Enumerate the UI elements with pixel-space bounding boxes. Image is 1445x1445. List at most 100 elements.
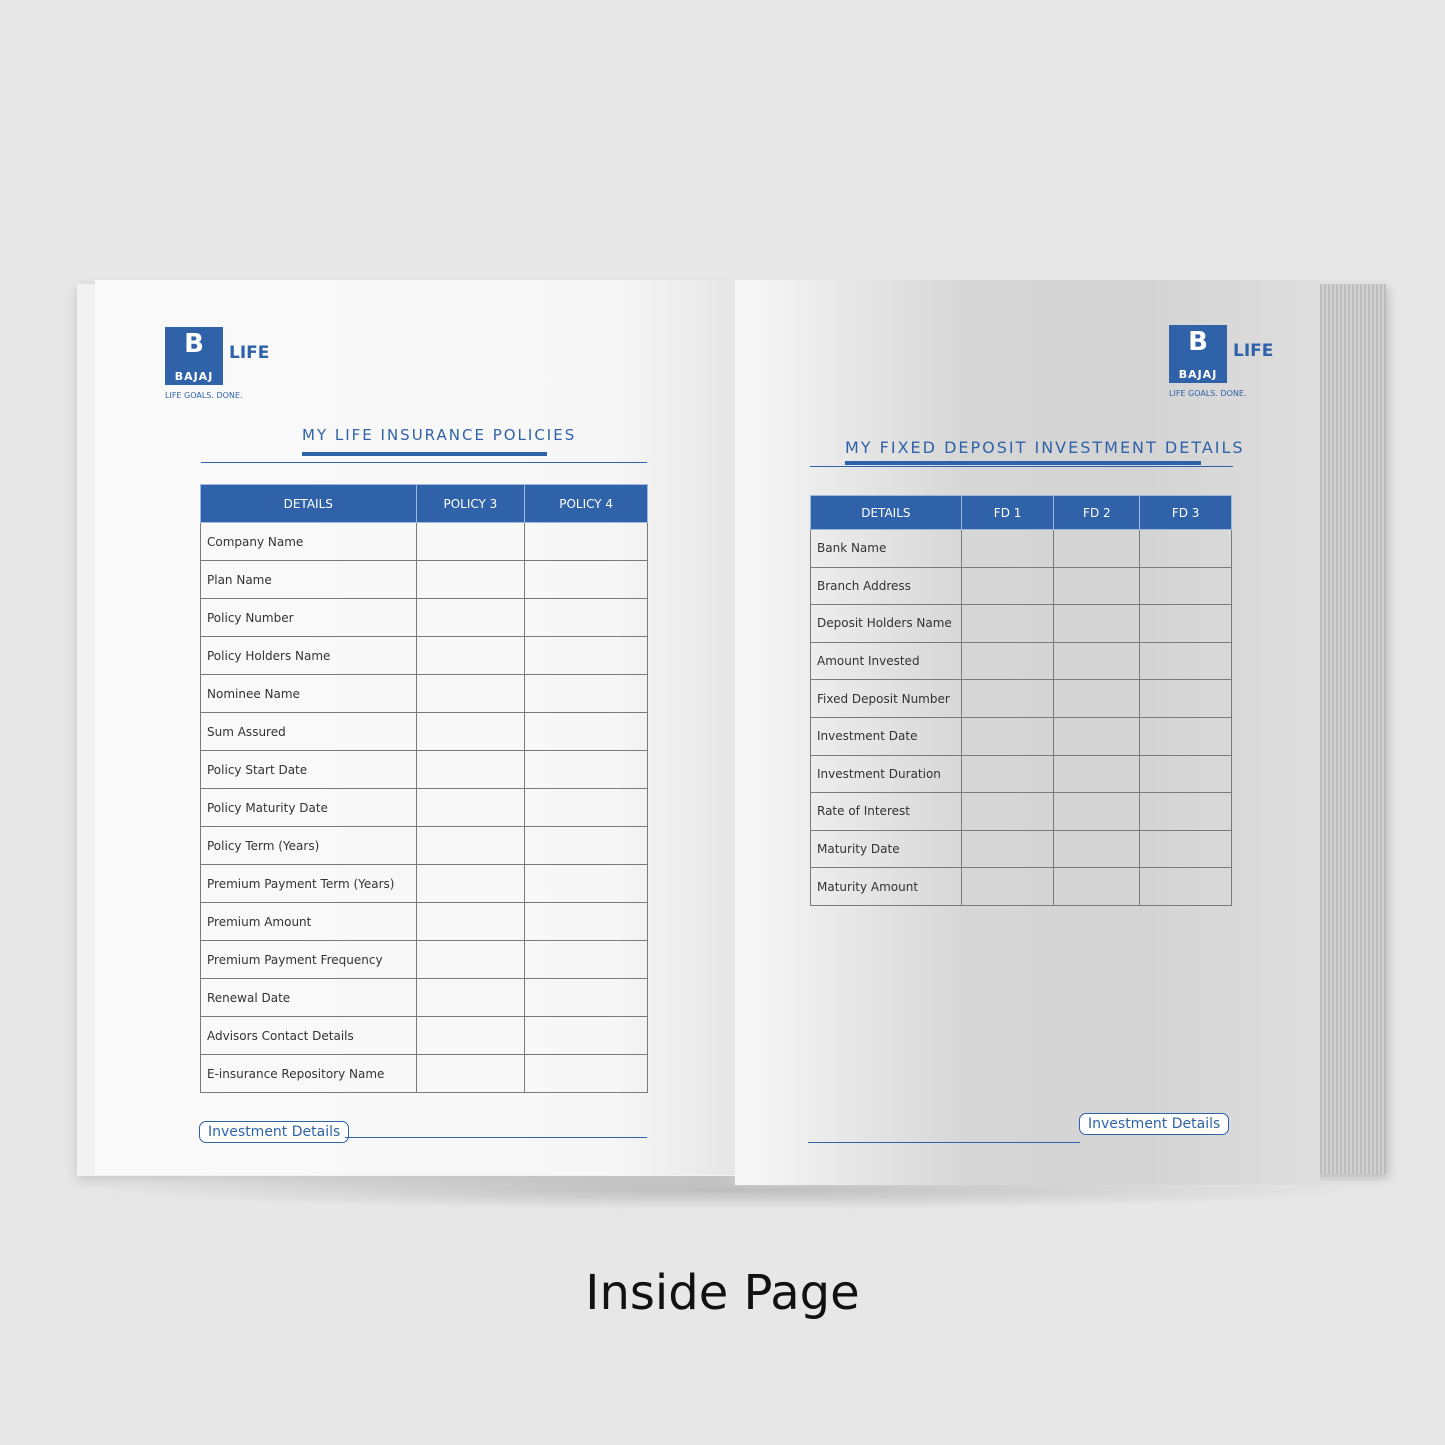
row-label: Premium Payment Frequency: [200, 940, 417, 979]
entry-cell[interactable]: [524, 560, 648, 599]
logo-tagline: LIFE GOALS. DONE.: [165, 391, 243, 400]
entry-cell[interactable]: [1053, 529, 1141, 568]
entry-cell[interactable]: [415, 864, 526, 903]
left-page: B BAJAJ LIFE LIFE GOALS. DONE. MY LIFE IN…: [95, 280, 735, 1175]
page-title: MY FIXED DEPOSIT INVESTMENT DETAILS: [845, 438, 1245, 457]
entry-cell[interactable]: [1139, 679, 1232, 718]
row-label: Premium Amount: [200, 902, 417, 941]
header-policy-3: POLICY 3: [415, 484, 526, 523]
entry-cell[interactable]: [415, 636, 526, 675]
table-row: Fixed Deposit Number: [810, 679, 1232, 718]
logo-tagline: LIFE GOALS. DONE.: [1169, 389, 1247, 398]
entry-cell[interactable]: [1053, 829, 1141, 869]
entry-cell[interactable]: [960, 716, 1055, 756]
footer-tag: Investment Details: [199, 1121, 350, 1143]
entry-cell[interactable]: [415, 598, 526, 637]
entry-cell[interactable]: [1139, 792, 1232, 831]
entry-cell[interactable]: [415, 560, 526, 599]
entry-cell[interactable]: [1139, 529, 1232, 568]
entry-cell[interactable]: [1053, 867, 1141, 906]
logo-brand: BAJAJ: [1178, 368, 1218, 381]
entry-cell[interactable]: [415, 712, 526, 751]
entry-cell[interactable]: [415, 1054, 526, 1093]
entry-cell[interactable]: [1139, 604, 1232, 643]
row-label: Policy Number: [200, 598, 417, 637]
entry-cell[interactable]: [1139, 754, 1232, 794]
table-row: Premium Payment Term (Years): [200, 864, 648, 903]
header-policy-4: POLICY 4: [524, 484, 648, 523]
entry-cell[interactable]: [1053, 792, 1141, 831]
entry-cell[interactable]: [415, 674, 526, 713]
entry-cell[interactable]: [1139, 867, 1232, 906]
entry-cell[interactable]: [960, 604, 1055, 643]
entry-cell[interactable]: [960, 566, 1055, 606]
entry-cell[interactable]: [524, 1054, 648, 1093]
entry-cell[interactable]: [960, 792, 1055, 831]
table-row: Policy Holders Name: [200, 636, 648, 675]
entry-cell[interactable]: [1053, 679, 1141, 718]
entry-cell[interactable]: [415, 750, 526, 789]
row-label: Investment Duration: [810, 754, 962, 794]
header-details: DETAILS: [200, 484, 417, 523]
row-label: Nominee Name: [200, 674, 417, 713]
entry-cell[interactable]: [524, 522, 648, 561]
table-row: Bank Name: [810, 529, 1232, 568]
logo-mark: B: [1188, 327, 1208, 357]
table-row: Advisors Contact Details: [200, 1016, 648, 1055]
entry-cell[interactable]: [960, 754, 1055, 794]
entry-cell[interactable]: [524, 864, 648, 903]
entry-cell[interactable]: [524, 674, 648, 713]
entry-cell[interactable]: [1139, 716, 1232, 756]
entry-cell[interactable]: [524, 636, 648, 675]
entry-cell[interactable]: [1053, 716, 1141, 756]
entry-cell[interactable]: [524, 940, 648, 979]
entry-cell[interactable]: [1139, 829, 1232, 869]
row-label: Plan Name: [200, 560, 417, 599]
entry-cell[interactable]: [415, 826, 526, 865]
entry-cell[interactable]: [415, 522, 526, 561]
table-row: Branch Address: [810, 566, 1232, 606]
table-row: Maturity Date: [810, 829, 1232, 869]
entry-cell[interactable]: [415, 978, 526, 1017]
entry-cell[interactable]: [415, 940, 526, 979]
entry-cell[interactable]: [1139, 566, 1232, 606]
entry-cell[interactable]: [524, 750, 648, 789]
entry-cell[interactable]: [1053, 754, 1141, 794]
footer-rule: [808, 1142, 1080, 1143]
entry-cell[interactable]: [960, 679, 1055, 718]
table-row: Policy Maturity Date: [200, 788, 648, 827]
entry-cell[interactable]: [524, 826, 648, 865]
row-label: Company Name: [200, 522, 417, 561]
entry-cell[interactable]: [960, 641, 1055, 681]
entry-cell[interactable]: [524, 902, 648, 941]
entry-cell[interactable]: [1053, 641, 1141, 681]
table-row: Premium Amount: [200, 902, 648, 941]
header-details: DETAILS: [810, 495, 962, 530]
row-label: Advisors Contact Details: [200, 1016, 417, 1055]
row-label: Policy Holders Name: [200, 636, 417, 675]
entry-cell[interactable]: [960, 829, 1055, 869]
entry-cell[interactable]: [415, 1016, 526, 1055]
entry-cell[interactable]: [1053, 566, 1141, 606]
entry-cell[interactable]: [960, 529, 1055, 568]
row-label: Policy Term (Years): [200, 826, 417, 865]
entry-cell[interactable]: [524, 598, 648, 637]
entry-cell[interactable]: [524, 712, 648, 751]
row-label: Renewal Date: [200, 978, 417, 1017]
fixed-deposit-table: DETAILS FD 1 FD 2 FD 3 Bank Name Branch A…: [810, 495, 1232, 906]
entry-cell[interactable]: [415, 788, 526, 827]
row-label: Investment Date: [810, 716, 962, 756]
row-label: Sum Assured: [200, 712, 417, 751]
entry-cell[interactable]: [415, 902, 526, 941]
table-row: Nominee Name: [200, 674, 648, 713]
table-row: Maturity Amount: [810, 867, 1232, 906]
entry-cell[interactable]: [1139, 641, 1232, 681]
table-row: Company Name: [200, 522, 648, 561]
entry-cell[interactable]: [960, 867, 1055, 906]
entry-cell[interactable]: [1053, 604, 1141, 643]
footer-tag: Investment Details: [1079, 1113, 1230, 1135]
entry-cell[interactable]: [524, 1016, 648, 1055]
entry-cell[interactable]: [524, 788, 648, 827]
entry-cell[interactable]: [524, 978, 648, 1017]
table-row: Rate of Interest: [810, 792, 1232, 831]
